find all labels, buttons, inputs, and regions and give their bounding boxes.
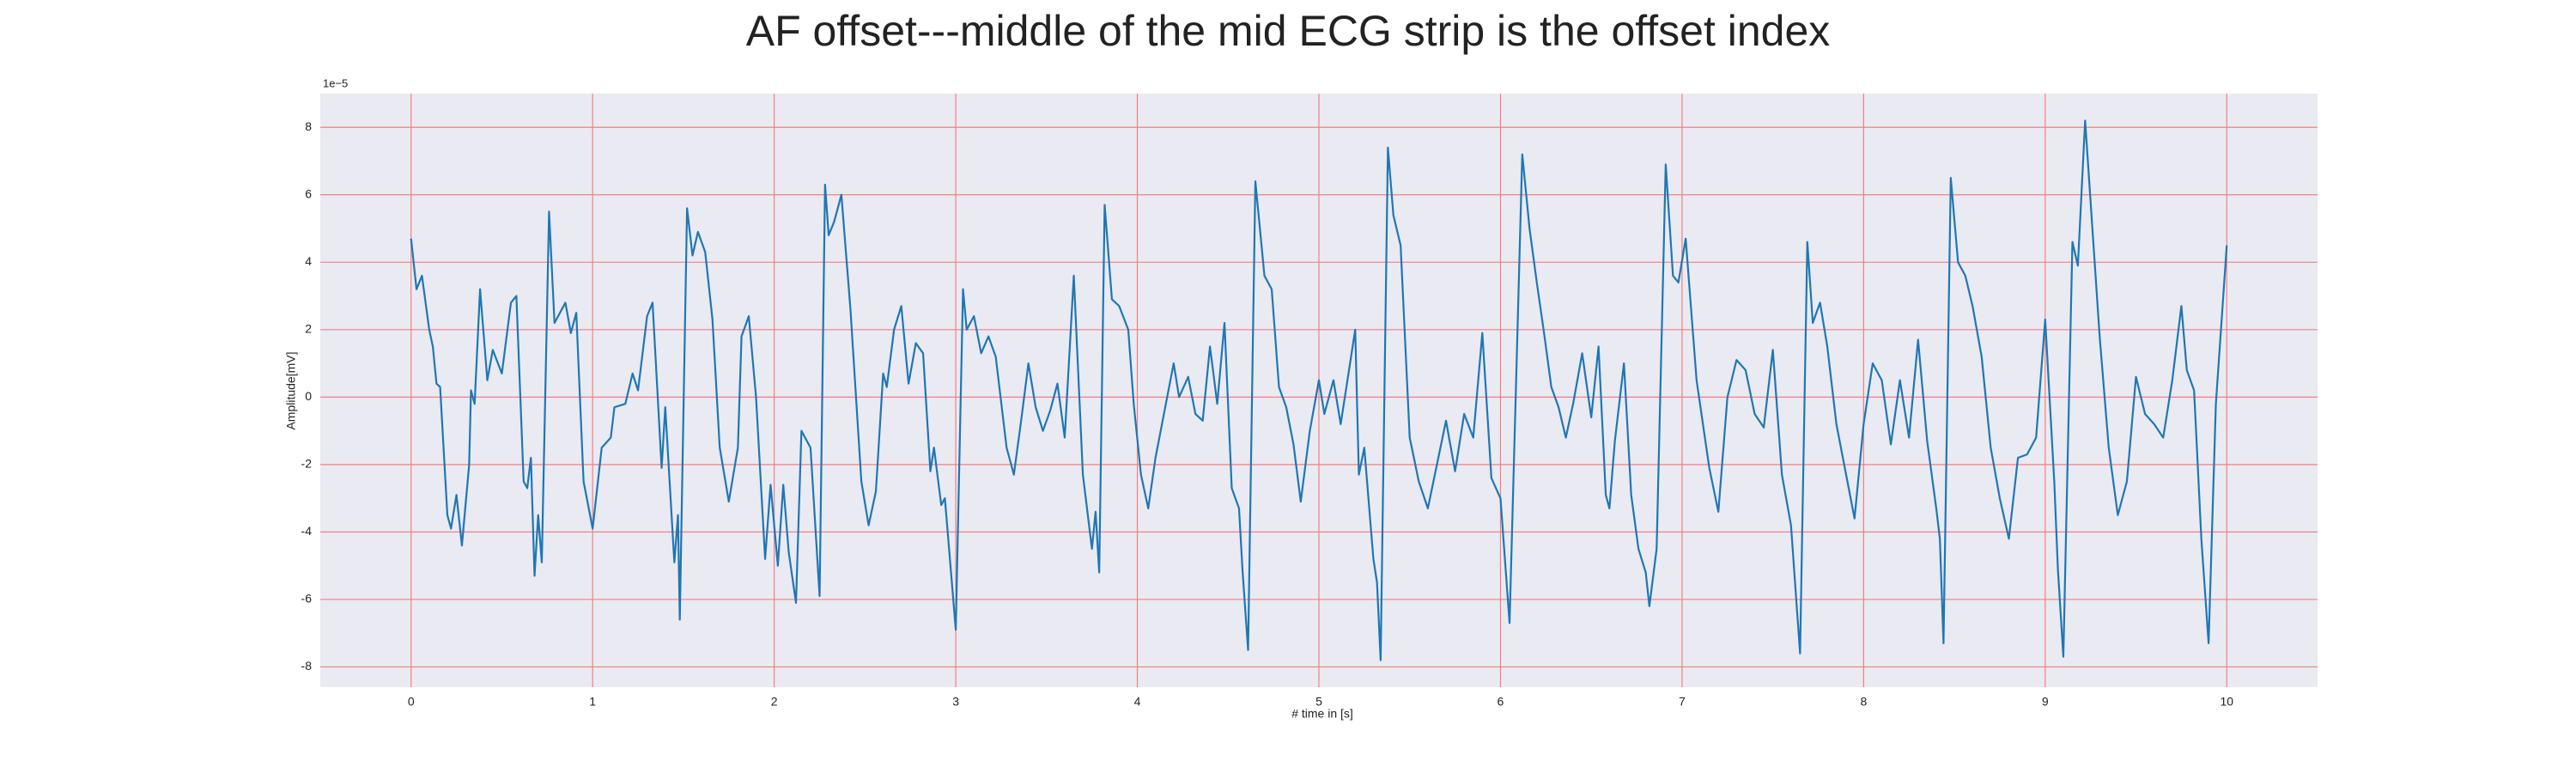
- x-tick-label: 2: [771, 695, 778, 709]
- x-axis-label: # time in [s]: [1291, 707, 1353, 721]
- x-tick-label: 5: [1315, 695, 1322, 709]
- x-tick-label: 9: [2042, 695, 2049, 709]
- chart-title: AF offset---middle of the mid ECG strip …: [746, 7, 1831, 55]
- x-tick-label: 3: [952, 695, 959, 709]
- y-offset-label: 1e−5: [323, 76, 348, 89]
- x-tick-label: 4: [1134, 695, 1141, 709]
- y-tick-label: -8: [301, 659, 313, 673]
- x-tick-label: 8: [1860, 695, 1867, 709]
- y-tick-label: 8: [305, 119, 312, 133]
- y-tick-label: 0: [305, 389, 312, 403]
- y-tick-label: 6: [305, 186, 312, 200]
- x-tick-label: 6: [1498, 695, 1504, 709]
- y-tick-label: -6: [301, 592, 313, 606]
- x-tick-label: 0: [408, 695, 415, 709]
- x-tick-label: 10: [2220, 695, 2233, 709]
- y-tick-label: 4: [305, 254, 312, 268]
- y-tick-label: -2: [301, 457, 313, 471]
- y-tick-label: -4: [301, 524, 313, 538]
- y-tick-label: 2: [305, 322, 312, 336]
- x-tick-label: 7: [1679, 695, 1686, 709]
- ecg-line: [410, 119, 2228, 661]
- y-axis-label: Amplitude[mV]: [284, 351, 298, 429]
- x-tick-label: 1: [589, 695, 596, 709]
